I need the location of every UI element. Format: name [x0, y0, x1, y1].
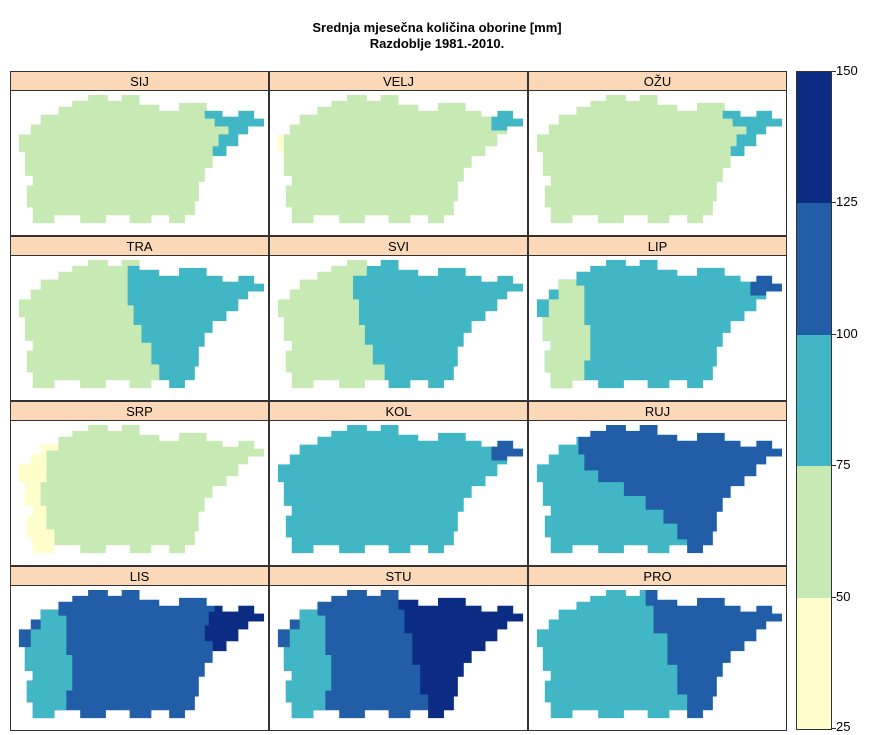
map-region-class: [722, 110, 783, 157]
legend-tick-label: 125: [836, 194, 858, 209]
map-panel-velj: VELJ: [269, 71, 528, 236]
panel-strip-label: LIP: [529, 237, 786, 256]
precipitation-map: [536, 259, 783, 389]
panel-strip-label: OŽU: [529, 72, 786, 91]
map-region-class: [277, 134, 284, 153]
map-region-base: [536, 94, 783, 224]
panel-strip-label: SVI: [270, 237, 527, 256]
legend-class-100-125: [797, 203, 831, 335]
precipitation-map: [277, 589, 524, 719]
map-panel-kol: KOL: [269, 401, 528, 566]
panel-strip-label: TRA: [11, 237, 268, 256]
map-region-class: [491, 110, 524, 131]
map-panel-pro: PRO: [528, 566, 787, 731]
legend-tick-mark: [831, 728, 836, 729]
map-region-class: [750, 275, 783, 296]
legend-tick-label: 150: [836, 63, 858, 78]
map-region-class: [204, 605, 265, 652]
map-region-class: [491, 440, 524, 461]
chart-title: Srednja mjesečna količina oborine [mm]: [312, 20, 562, 35]
legend-class-125-150: [797, 72, 831, 204]
map-region-class: [645, 589, 783, 719]
map-panel-ožu: OŽU: [528, 71, 787, 236]
legend-tick-label: 75: [836, 457, 851, 472]
precipitation-map: [18, 589, 265, 719]
panel-strip-label: LIS: [11, 567, 268, 586]
panel-strip-label: VELJ: [270, 72, 527, 91]
map-panel-ruj: RUJ: [528, 401, 787, 566]
precipitation-map: [18, 94, 265, 224]
precipitation-map: [277, 94, 524, 224]
legend-tick-mark: [831, 202, 836, 203]
legend-tick-label: 50: [836, 589, 851, 604]
panel-strip-label: KOL: [270, 402, 527, 421]
precipitation-map: [277, 259, 524, 389]
legend-class-50-75: [797, 466, 831, 598]
map-panel-sij: SIJ: [10, 71, 269, 236]
map-panel-svi: SVI: [269, 236, 528, 401]
precipitation-map: [536, 94, 783, 224]
map-region-class: [127, 265, 265, 389]
map-region-base: [18, 589, 265, 719]
legend-tick-mark: [831, 597, 836, 598]
precipitation-map: [18, 424, 265, 554]
legend-tick-mark: [831, 465, 836, 466]
color-legend: [796, 71, 832, 730]
map-region-class: [398, 589, 524, 719]
map-panel-lis: LIS: [10, 566, 269, 731]
panel-strip-label: SRP: [11, 402, 268, 421]
map-region-base: [536, 259, 783, 389]
panel-strip-label: PRO: [529, 567, 786, 586]
map-region-class: [283, 609, 332, 719]
panel-strip-label: RUJ: [529, 402, 786, 421]
map-region-class: [204, 110, 265, 157]
precipitation-map: [536, 589, 783, 719]
map-panel-lip: LIP: [528, 236, 787, 401]
map-region-class: [353, 259, 524, 389]
legend-tick-label: 25: [836, 719, 851, 734]
legend-tick-mark: [831, 334, 836, 335]
precipitation-map: [18, 259, 265, 389]
chart-subtitle: Razdoblje 1981.-2010.: [369, 36, 505, 51]
map-region-class: [578, 424, 783, 554]
panel-strip-label: STU: [270, 567, 527, 586]
legend-tick-label: 100: [836, 326, 858, 341]
legend-tick-mark: [831, 71, 836, 72]
precipitation-map: [277, 424, 524, 554]
panel-strip-label: SIJ: [11, 72, 268, 91]
map-panel-srp: SRP: [10, 401, 269, 566]
map-region-class: [24, 609, 73, 719]
map-region-class: [40, 424, 265, 554]
map-panel-stu: STU: [269, 566, 528, 731]
map-region-class: [542, 279, 591, 389]
map-panel-tra: TRA: [10, 236, 269, 401]
precipitation-map: [536, 424, 783, 554]
map-region-base: [277, 94, 524, 224]
map-region-base: [18, 94, 265, 224]
map-region-base: [277, 424, 524, 554]
legend-class-25-50: [797, 597, 831, 729]
legend-class-75-100: [797, 334, 831, 467]
